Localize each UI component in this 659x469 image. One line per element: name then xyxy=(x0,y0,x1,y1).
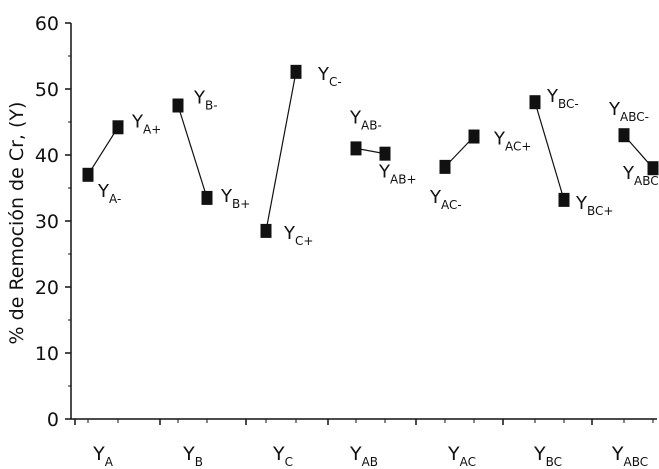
effect-line xyxy=(177,105,208,199)
x-tick-label-c: YC xyxy=(272,443,293,469)
data-point xyxy=(112,120,124,135)
data-point xyxy=(172,98,184,113)
x-tick-label-ab: YAB xyxy=(349,443,378,469)
data-point xyxy=(350,141,362,156)
x-tick-label-b: YB xyxy=(182,443,203,469)
x-tick-label-ac: YAC xyxy=(447,443,476,469)
point-label-abcplus: YABC+ xyxy=(622,163,659,188)
data-point xyxy=(618,128,630,143)
y-tick-label: 40 xyxy=(35,145,59,167)
x-tick-label-bc: YBC xyxy=(533,443,562,469)
data-point xyxy=(260,223,272,238)
data-point xyxy=(529,95,541,110)
y-tick-label: 20 xyxy=(35,277,59,299)
y-tick-label: 0 xyxy=(47,409,59,431)
data-point xyxy=(558,192,570,207)
effect-line xyxy=(87,126,119,176)
data-point xyxy=(379,146,391,161)
effect-line xyxy=(534,102,565,201)
point-label-abminus: YAB- xyxy=(349,107,382,132)
point-label-bcplus: YBC+ xyxy=(575,193,613,218)
x-tick-label-abc: YABC xyxy=(611,443,648,469)
point-label-acplus: YAC+ xyxy=(493,129,531,154)
data-point xyxy=(201,190,213,205)
point-label-abcminus: YABC- xyxy=(608,99,649,124)
data-point xyxy=(82,167,94,182)
effect-line xyxy=(265,71,297,232)
point-label-abplus: YAB+ xyxy=(378,162,417,187)
data-point xyxy=(468,129,480,144)
y-tick-label: 50 xyxy=(35,79,59,101)
point-label-cminus: YC- xyxy=(317,64,342,89)
y-axis-label: % de Remoción de Cr, (Y) xyxy=(6,102,28,345)
point-label-bplus: YB+ xyxy=(220,186,250,211)
point-label-bcminus: YBC- xyxy=(546,86,579,111)
y-tick-label: 10 xyxy=(35,343,59,365)
data-point xyxy=(439,159,451,174)
point-label-acminus: YAC- xyxy=(429,187,462,212)
data-point xyxy=(290,64,302,79)
point-label-cplus: YC+ xyxy=(283,223,313,248)
point-label-aminus: YA- xyxy=(97,181,121,206)
data-point xyxy=(647,161,659,176)
point-label-bminus: YB- xyxy=(193,88,218,113)
point-label-aplus: YA+ xyxy=(131,111,161,136)
y-tick-label: 60 xyxy=(35,13,59,35)
x-tick-label-a: YA xyxy=(92,443,114,469)
y-tick-label: 30 xyxy=(35,211,59,233)
